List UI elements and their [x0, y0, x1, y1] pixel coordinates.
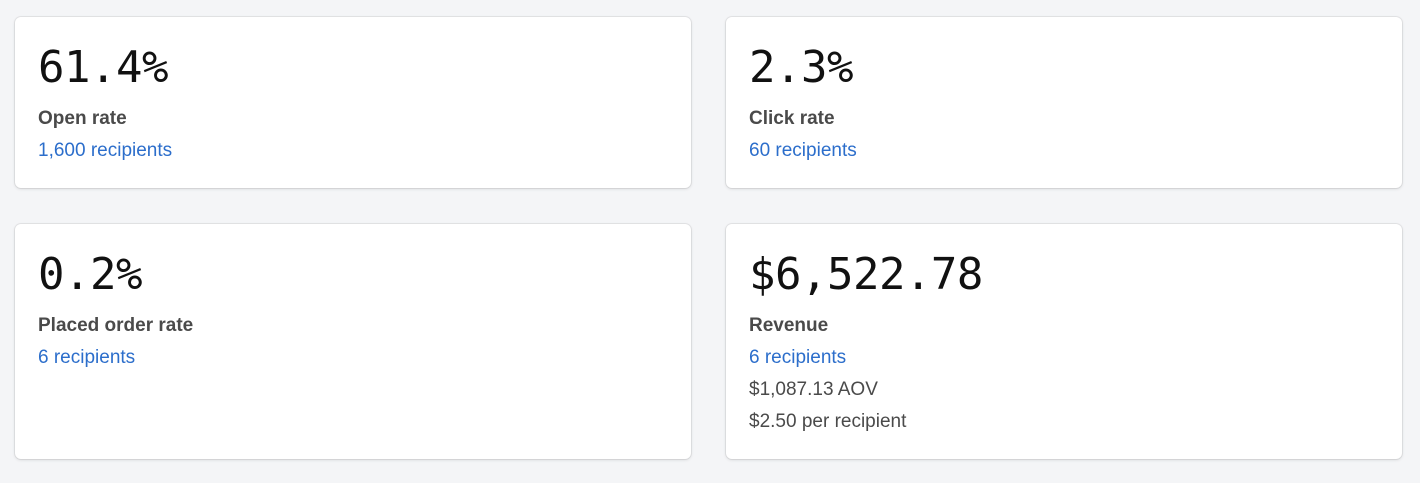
- placed-order-rate-label: Placed order rate: [38, 315, 194, 336]
- placed-order-rate-value: 0.2%: [38, 249, 142, 300]
- revenue-aov: $1,087.13 AOV: [749, 379, 878, 400]
- revenue-value: $6,522.78: [749, 249, 983, 300]
- click-rate-label: Click rate: [749, 108, 835, 129]
- open-rate-card: 61.4% Open rate 1,600 recipients: [15, 17, 691, 188]
- click-rate-recipients-link[interactable]: 60 recipients: [749, 140, 857, 161]
- open-rate-recipients-link[interactable]: 1,600 recipients: [38, 140, 173, 161]
- revenue-card: $6,522.78 Revenue 6 recipients $1,087.13…: [726, 224, 1402, 459]
- open-rate-value: 61.4%: [38, 42, 168, 93]
- placed-order-recipients-link[interactable]: 6 recipients: [38, 347, 136, 368]
- revenue-label: Revenue: [749, 315, 829, 336]
- placed-order-rate-card: 0.2% Placed order rate 6 recipients: [15, 224, 691, 459]
- click-rate-value: 2.3%: [749, 42, 853, 93]
- click-rate-card: 2.3% Click rate 60 recipients: [726, 17, 1402, 188]
- revenue-recipients-link[interactable]: 6 recipients: [749, 347, 847, 368]
- revenue-per-recipient: $2.50 per recipient: [749, 411, 907, 432]
- open-rate-label: Open rate: [38, 108, 127, 129]
